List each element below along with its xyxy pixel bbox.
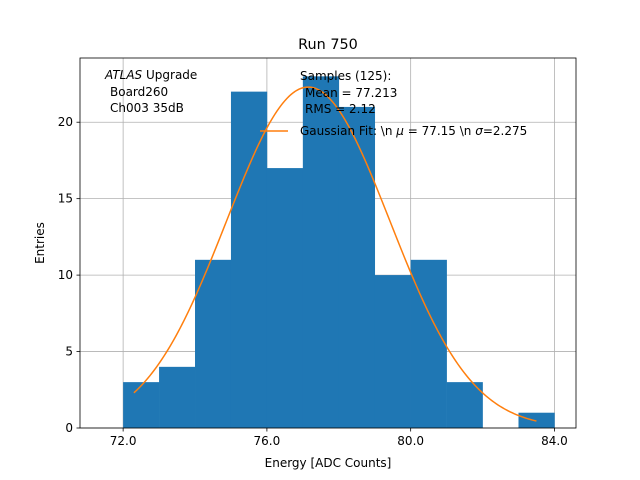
x-tick-label-3: 84.0 [541,434,568,448]
histogram-bar-2 [195,259,232,428]
stats-mean: Mean = 77.213 [305,86,397,100]
chart-title: Run 750 [298,37,358,53]
x-tick-label-0: 72.0 [110,434,137,448]
legend-mu-symbol: μ [395,124,404,138]
y-tick-label-0: 0 [65,421,73,435]
stats-rms: RMS = 2.12 [305,102,376,116]
y-tick-label-1: 5 [65,345,73,359]
gaussian-fit-curve [133,86,537,422]
histogram-bar-5 [302,76,340,428]
axis-ticks: 72.0 76.0 80.0 84.0 0 5 10 15 20 [58,115,568,448]
histogram-bar-3 [230,91,268,429]
board-label: Board260 [110,85,168,99]
legend-fit-entry: Gaussian Fit: \n μ = 77.15 \n σ=2.275 [300,124,527,138]
y-tick-label-3: 15 [58,192,73,206]
histogram-bar-7 [374,275,411,428]
y-tick-label-4: 20 [58,115,73,129]
x-tick-label-2: 80.0 [397,434,424,448]
legend-sigma-value: =2.275 [483,124,527,138]
y-axis-label: Entries [33,222,47,264]
stats-header: Samples (125): [300,69,391,83]
legend-sigma-symbol: σ [475,124,483,138]
legend-fit-prefix: Gaussian Fit: \n [300,124,396,138]
histogram-bars [123,76,555,429]
atlas-label: ATLAS [104,68,143,82]
x-axis-label: Energy [ADC Counts] [265,456,392,470]
legend-mu-value: = 77.15 \n [404,124,475,138]
histogram-bar-0 [123,382,160,428]
histogram-bar-1 [159,366,196,428]
histogram-bar-9 [446,382,483,428]
upgrade-label: Upgrade [142,68,197,82]
y-tick-label-2: 10 [58,268,73,282]
channel-label: Ch003 35dB [110,101,184,115]
x-tick-label-1: 76.0 [254,434,281,448]
plot-frame [79,57,577,429]
atlas-annotation: ATLAS Upgrade [104,68,197,82]
histogram-bar-6 [338,106,376,428]
histogram-bar-4 [266,168,304,428]
